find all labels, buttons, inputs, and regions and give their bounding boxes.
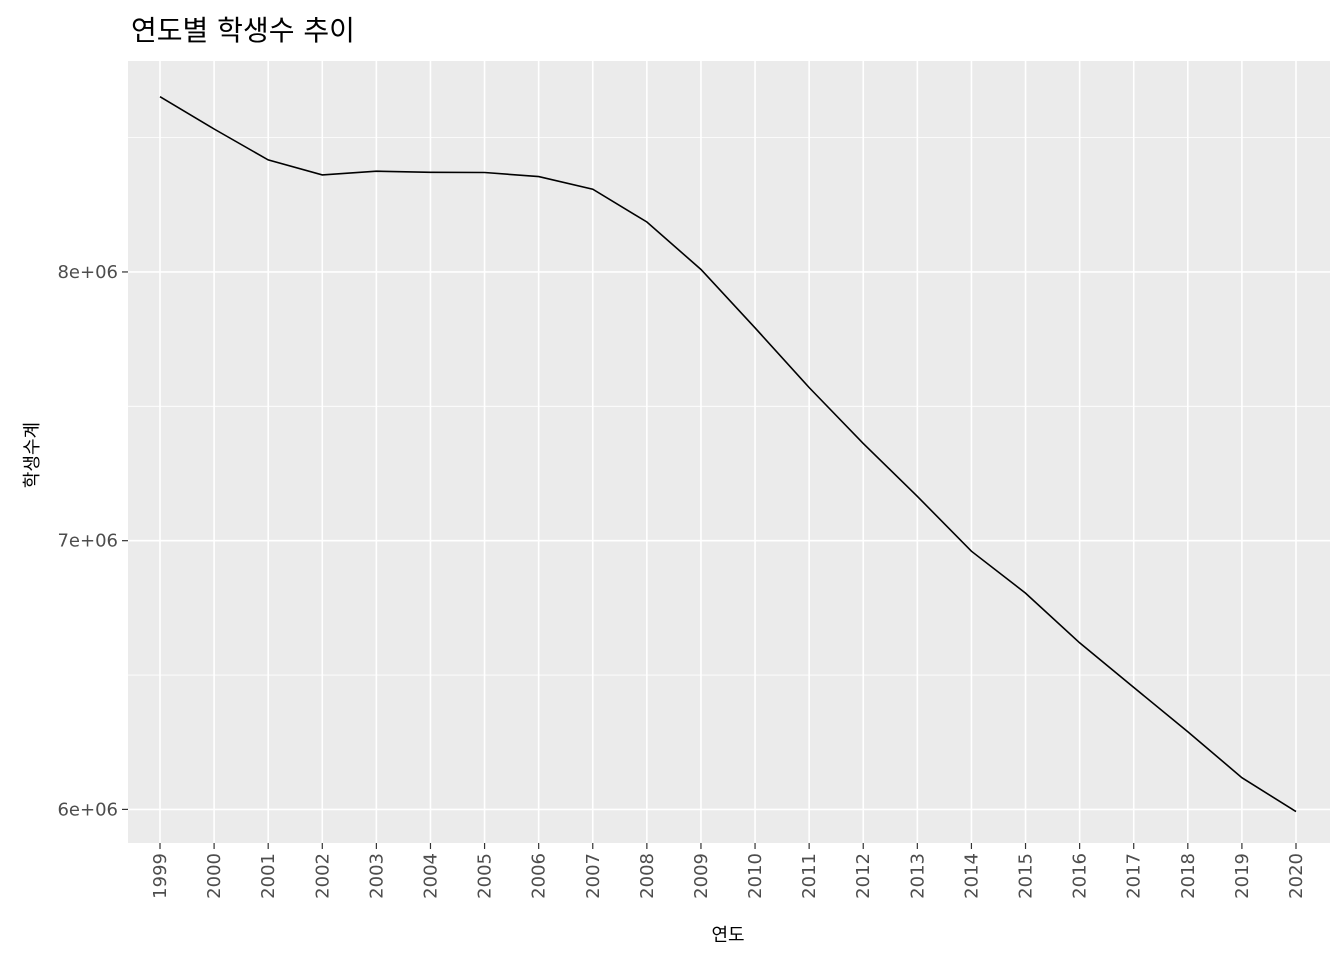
x-tick-label: 2000 (204, 853, 225, 899)
x-tick-label: 2005 (475, 853, 496, 899)
x-tick-label: 2007 (583, 853, 604, 899)
x-tick-label: 1999 (150, 853, 171, 899)
x-tick-label: 2013 (907, 853, 928, 899)
plot-panel (128, 61, 1330, 843)
x-tick-label: 2002 (312, 853, 333, 899)
x-tick-label: 2011 (799, 853, 820, 899)
x-tick-label: 2019 (1232, 853, 1253, 899)
x-tick-label: 2015 (1016, 853, 1037, 899)
x-tick-label: 2018 (1178, 853, 1199, 899)
y-axis: 6e+06 7e+06 8e+06 (57, 262, 128, 820)
x-tick-label: 2014 (961, 853, 982, 899)
x-tick-label: 2010 (745, 853, 766, 899)
x-tick-label: 2012 (853, 853, 874, 899)
x-tick-label: 2020 (1286, 853, 1307, 899)
x-tick-label: 2008 (637, 853, 658, 899)
y-tick-label: 6e+06 (57, 799, 118, 820)
chart-title: 연도별 학생수 추이 (131, 14, 355, 47)
y-axis-title: 학생수계 (22, 422, 43, 488)
x-tick-label: 2016 (1070, 853, 1091, 899)
x-tick-label: 2009 (691, 853, 712, 899)
x-tick-label: 2006 (529, 853, 550, 899)
series-line (159, 96, 1297, 813)
x-axis-title: 연도 (711, 925, 744, 946)
y-tick-label: 8e+06 (57, 262, 118, 283)
x-tick-label: 2017 (1124, 853, 1145, 899)
x-tick-label: 2004 (420, 853, 441, 899)
x-axis: 1999 2000 2001 2002 2003 2004 2005 2006 2007 2008… (150, 843, 1307, 899)
x-tick-label: 2001 (258, 853, 279, 899)
grid-major (128, 61, 1330, 843)
x-tick-label: 2003 (366, 853, 387, 899)
grid-minor (128, 137, 1330, 676)
y-tick-label: 7e+06 (57, 531, 118, 552)
